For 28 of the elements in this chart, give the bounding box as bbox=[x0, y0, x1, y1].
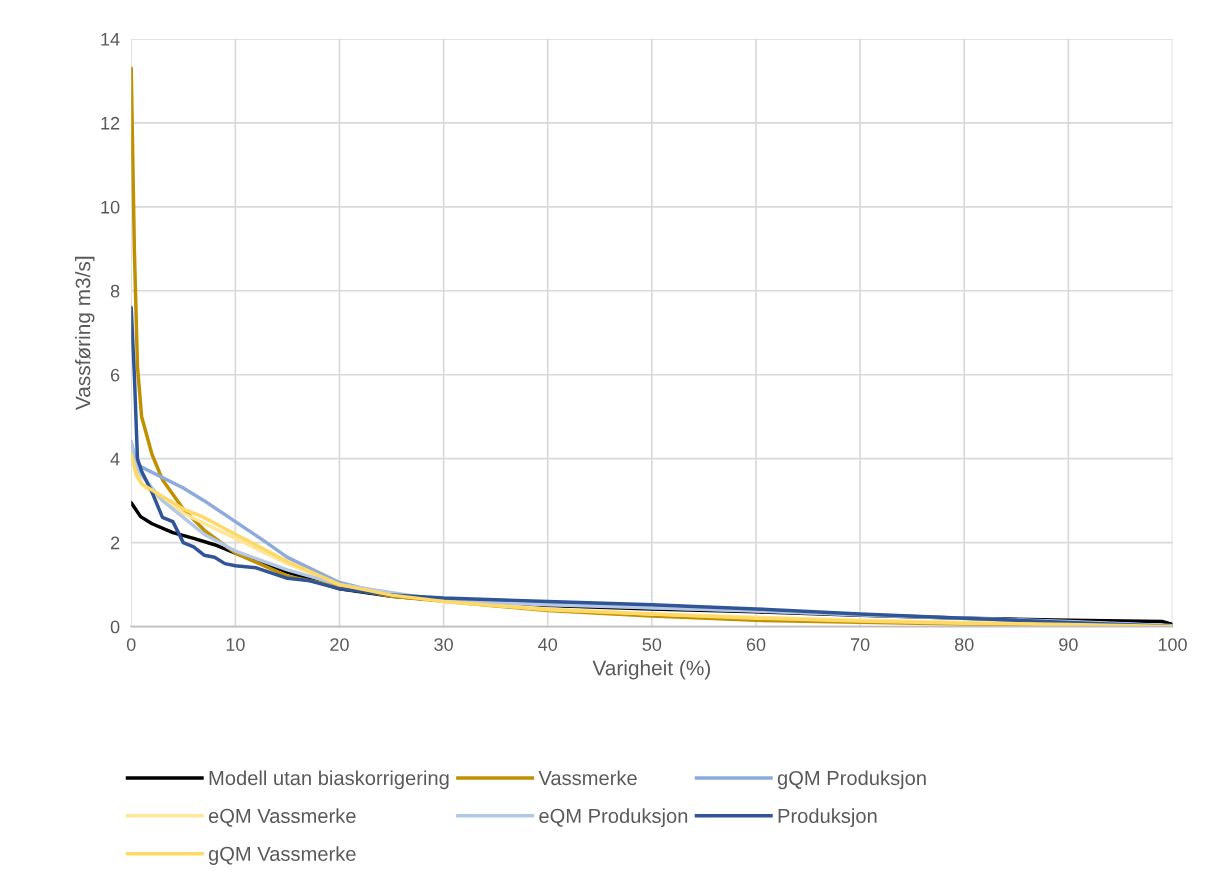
x-tick-label: 70 bbox=[850, 638, 870, 651]
x-tick-label: 80 bbox=[954, 638, 974, 651]
x-tick-label: 100 bbox=[1158, 638, 1187, 651]
x-tick-label: 20 bbox=[330, 638, 349, 651]
x-tick-label: 90 bbox=[1059, 638, 1078, 651]
y-tick-label: 14 bbox=[101, 33, 120, 46]
y-axis-title: Vassføring m3/s] bbox=[75, 256, 95, 411]
y-tick-label: 0 bbox=[110, 620, 120, 634]
y-tick-label: 8 bbox=[110, 284, 120, 298]
x-tick-label: 10 bbox=[226, 638, 245, 651]
legend-label: Modell utan biaskorrigering bbox=[209, 770, 449, 790]
x-tick-label: 30 bbox=[434, 638, 453, 651]
legend-label: eQM Produksjon bbox=[539, 808, 688, 828]
legend-label: gQM Produksjon bbox=[777, 770, 926, 790]
x-tick-label: 50 bbox=[642, 638, 662, 651]
x-axis-title: Varigheit (%) bbox=[592, 660, 710, 680]
legend-label: Produksjon bbox=[778, 808, 877, 828]
legend-label: Vassmerke bbox=[538, 770, 637, 786]
y-tick-label: 12 bbox=[101, 116, 120, 130]
y-tick-label: 10 bbox=[101, 200, 120, 214]
legend-label: gQM Vassmerke bbox=[208, 846, 356, 865]
y-tick-label: 4 bbox=[110, 452, 120, 466]
x-tick-label: 60 bbox=[746, 638, 766, 651]
y-tick-label: 2 bbox=[110, 536, 120, 550]
legend-label: eQM Vassmerke bbox=[208, 808, 356, 827]
x-tick-label: 40 bbox=[538, 638, 558, 651]
x-tick-label: 0 bbox=[126, 638, 136, 651]
y-tick-label: 6 bbox=[110, 368, 120, 382]
